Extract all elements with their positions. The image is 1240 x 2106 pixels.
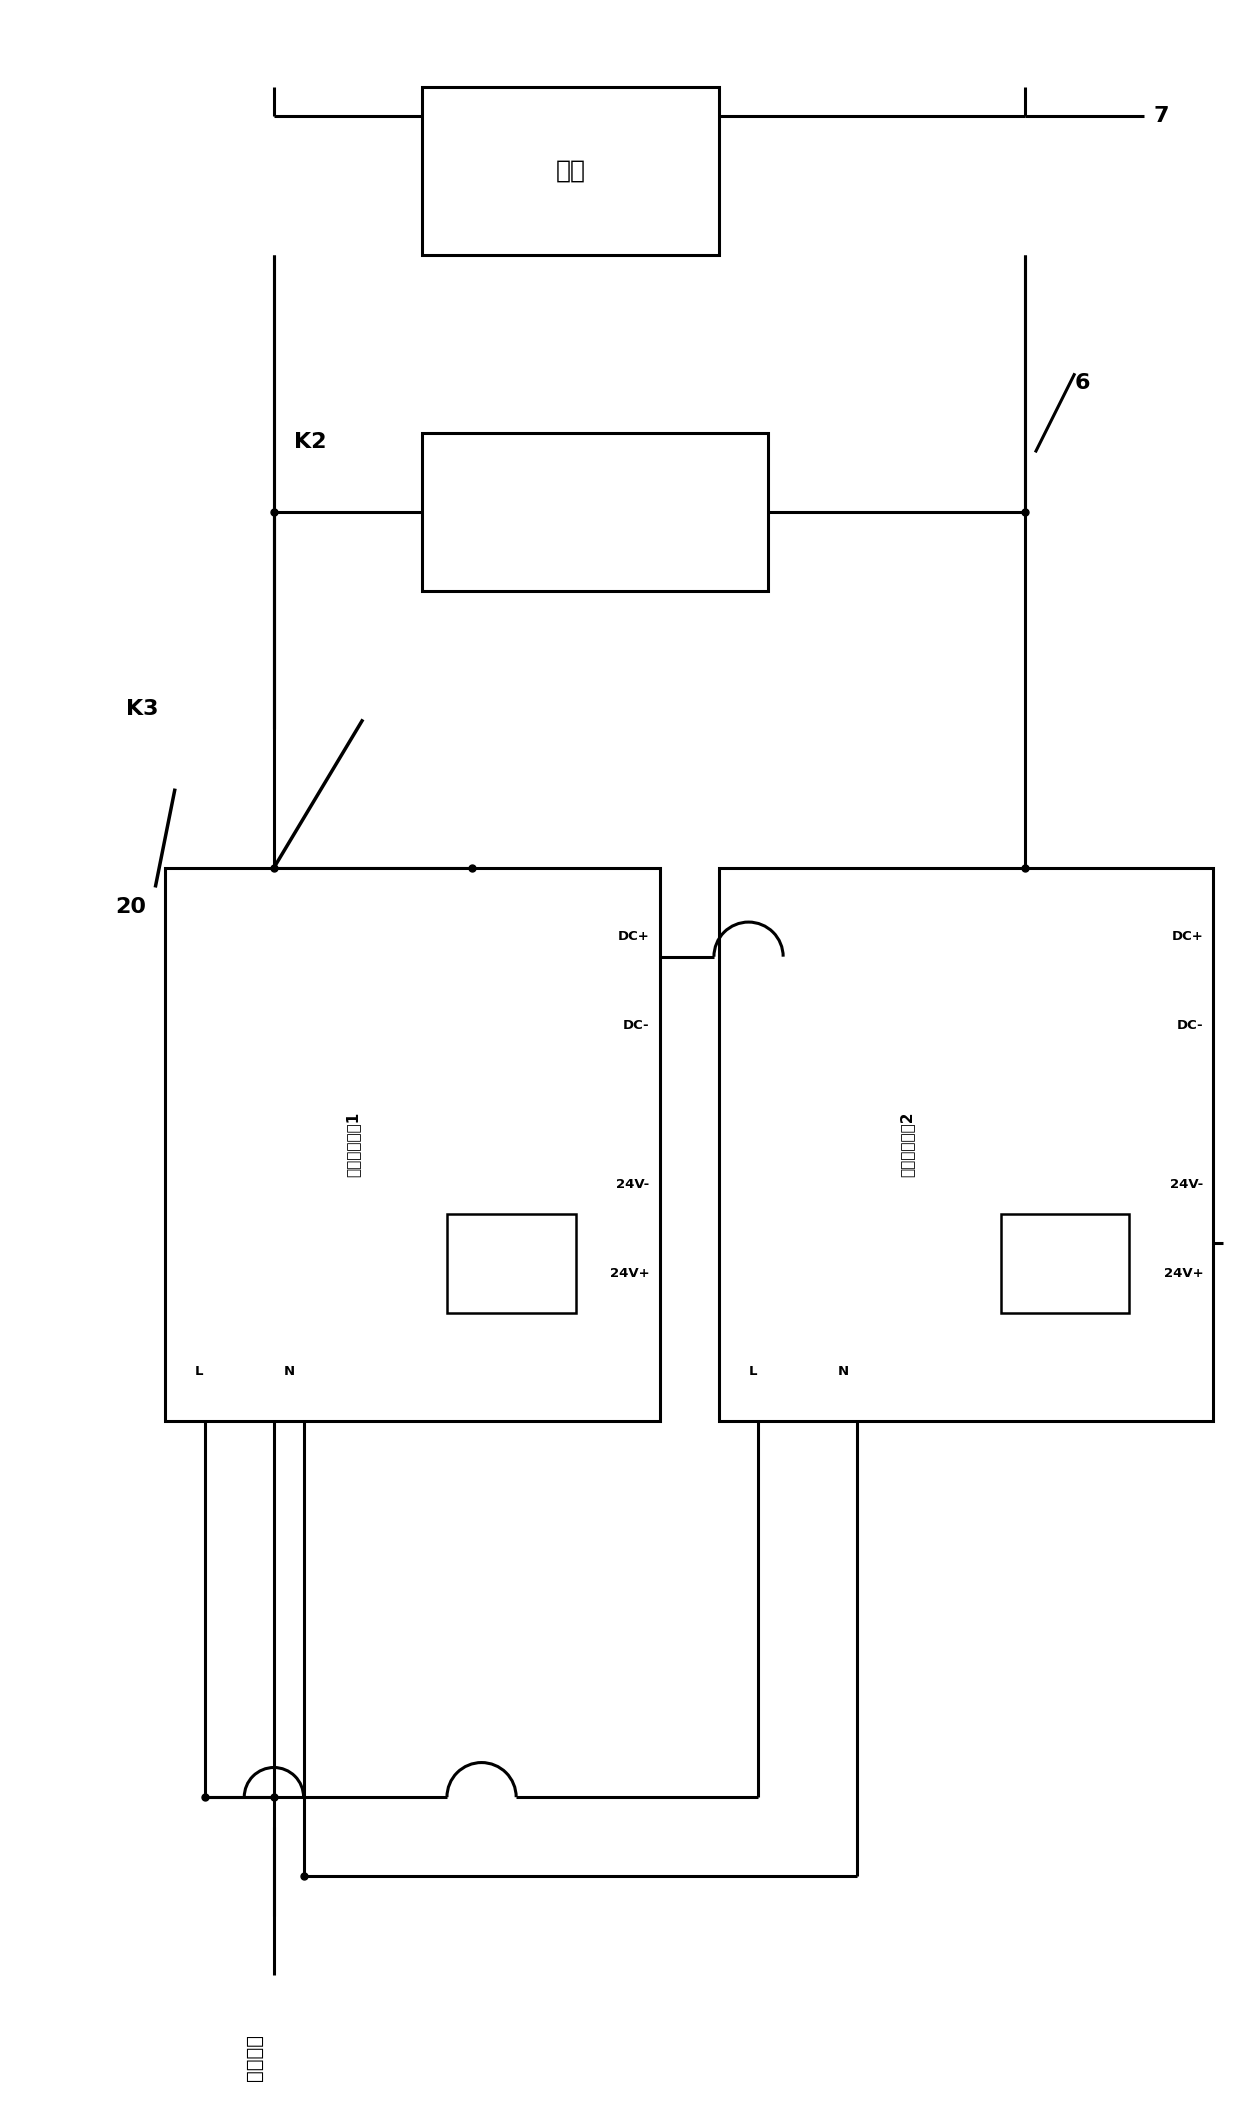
Text: 7: 7	[1154, 105, 1169, 126]
Text: 并联充电模块1: 并联充电模块1	[346, 1112, 361, 1177]
Bar	[165, 868, 660, 1422]
Text: 并联充电模块2: 并联充电模块2	[899, 1112, 914, 1177]
Text: DC+: DC+	[1172, 931, 1203, 943]
Text: 20: 20	[115, 897, 146, 918]
Text: K2: K2	[294, 432, 326, 453]
Text: 6: 6	[1075, 373, 1090, 394]
Text: L: L	[195, 1365, 203, 1379]
Text: 交流输入: 交流输入	[244, 2034, 264, 2081]
Text: L: L	[749, 1365, 758, 1379]
Text: N: N	[837, 1365, 848, 1379]
Text: 负载: 负载	[556, 158, 585, 183]
Bar	[719, 868, 1213, 1422]
Bar	[423, 86, 719, 255]
Text: DC-: DC-	[622, 1019, 650, 1032]
Text: 24V-: 24V-	[616, 1177, 650, 1190]
Text: 24V+: 24V+	[1164, 1266, 1203, 1280]
Text: DC-: DC-	[1177, 1019, 1203, 1032]
Bar	[423, 432, 769, 592]
Text: 8: 8	[1095, 1234, 1110, 1253]
Bar	[1001, 1213, 1130, 1312]
Text: 24V+: 24V+	[610, 1266, 650, 1280]
Text: DC+: DC+	[618, 931, 650, 943]
Text: K3: K3	[125, 699, 159, 720]
Text: 24V-: 24V-	[1171, 1177, 1203, 1190]
Bar	[446, 1213, 575, 1312]
Text: N: N	[284, 1365, 295, 1379]
